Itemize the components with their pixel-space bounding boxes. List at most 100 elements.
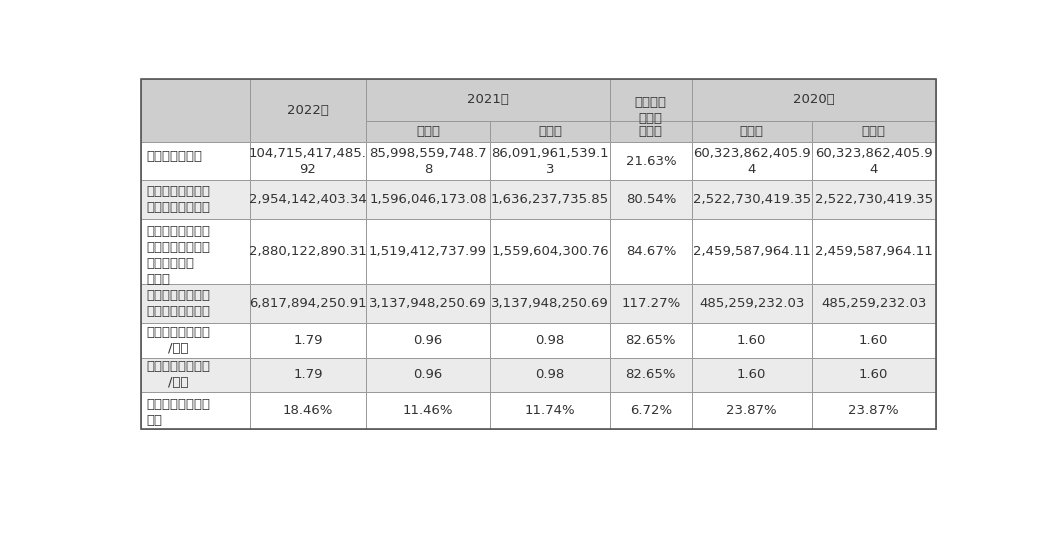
- Bar: [692, 219, 812, 284]
- Text: 调整前: 调整前: [416, 125, 440, 138]
- Text: 稀释每股收益（元
/股）: 稀释每股收益（元 /股）: [146, 360, 210, 389]
- Text: 2022年: 2022年: [287, 104, 328, 117]
- Bar: [142, 323, 250, 357]
- Bar: [366, 142, 490, 181]
- Text: 104,715,417,485.
92: 104,715,417,485. 92: [249, 147, 366, 176]
- Bar: [610, 284, 692, 323]
- Text: 0.96: 0.96: [414, 334, 442, 347]
- Text: 归属于上市公司股
东的扣除非经常性
损益的净利润
（元）: 归属于上市公司股 东的扣除非经常性 损益的净利润 （元）: [146, 225, 210, 286]
- Bar: [490, 392, 610, 429]
- Bar: [812, 121, 936, 142]
- Text: 加权平均净资产收
益率: 加权平均净资产收 益率: [146, 398, 210, 427]
- Bar: [610, 79, 692, 142]
- Text: 2,459,587,964.11: 2,459,587,964.11: [815, 245, 932, 258]
- Bar: [142, 79, 250, 142]
- Bar: [142, 357, 250, 392]
- Text: 60,323,862,405.9
4: 60,323,862,405.9 4: [815, 147, 932, 176]
- Text: 21.63%: 21.63%: [625, 155, 676, 168]
- Text: 1,636,237,735.85: 1,636,237,735.85: [491, 193, 609, 206]
- Bar: [490, 181, 610, 219]
- Bar: [490, 323, 610, 357]
- Bar: [812, 219, 936, 284]
- Bar: [490, 142, 610, 181]
- Text: 调整后: 调整后: [862, 125, 886, 138]
- Text: 6.72%: 6.72%: [629, 404, 672, 417]
- Text: 2,522,730,419.35: 2,522,730,419.35: [693, 193, 811, 206]
- Text: 1.60: 1.60: [859, 368, 888, 381]
- Text: 基本每股收益（元
/股）: 基本每股收益（元 /股）: [146, 326, 210, 355]
- Bar: [692, 357, 812, 392]
- Text: 11.46%: 11.46%: [402, 404, 453, 417]
- Text: 2020年: 2020年: [793, 94, 834, 106]
- Text: 1.60: 1.60: [859, 334, 888, 347]
- Text: 86,091,961,539.1
3: 86,091,961,539.1 3: [491, 147, 609, 176]
- Bar: [692, 392, 812, 429]
- Text: 0.98: 0.98: [535, 334, 565, 347]
- Bar: [610, 392, 692, 429]
- Bar: [692, 121, 812, 142]
- Bar: [366, 357, 490, 392]
- Text: 11.74%: 11.74%: [525, 404, 576, 417]
- Bar: [366, 323, 490, 357]
- Bar: [610, 181, 692, 219]
- Bar: [812, 323, 936, 357]
- Text: 485,259,232.03: 485,259,232.03: [699, 297, 805, 310]
- Text: 23.87%: 23.87%: [727, 404, 777, 417]
- Bar: [490, 121, 610, 142]
- Text: 1.60: 1.60: [737, 368, 767, 381]
- Text: 23.87%: 23.87%: [848, 404, 899, 417]
- Bar: [250, 323, 366, 357]
- Bar: [250, 142, 366, 181]
- Text: 2,954,142,403.34: 2,954,142,403.34: [249, 193, 366, 206]
- Text: 2,880,122,890.31: 2,880,122,890.31: [249, 245, 366, 258]
- Text: 18.46%: 18.46%: [283, 404, 333, 417]
- Bar: [142, 79, 936, 429]
- Text: 2,459,587,964.11: 2,459,587,964.11: [693, 245, 811, 258]
- Bar: [812, 357, 936, 392]
- Text: 84.67%: 84.67%: [625, 245, 676, 258]
- Text: 1.79: 1.79: [294, 334, 323, 347]
- Bar: [812, 142, 936, 181]
- Bar: [366, 284, 490, 323]
- Text: 2,522,730,419.35: 2,522,730,419.35: [814, 193, 932, 206]
- Bar: [610, 357, 692, 392]
- Text: 归属于上市公司股
东的净利润（元）: 归属于上市公司股 东的净利润（元）: [146, 185, 210, 214]
- Bar: [812, 284, 936, 323]
- Text: 1.79: 1.79: [294, 368, 323, 381]
- Text: 6,817,894,250.91: 6,817,894,250.91: [249, 297, 366, 310]
- Bar: [366, 121, 490, 142]
- Bar: [250, 392, 366, 429]
- Text: 60,323,862,405.9
4: 60,323,862,405.9 4: [693, 147, 810, 176]
- Bar: [692, 323, 812, 357]
- Text: 2021年: 2021年: [467, 94, 509, 106]
- Text: 调整前: 调整前: [739, 125, 763, 138]
- Text: 营业收入（元）: 营业收入（元）: [146, 150, 202, 163]
- Bar: [250, 181, 366, 219]
- Text: 80.54%: 80.54%: [625, 193, 676, 206]
- Text: 调整后: 调整后: [639, 125, 663, 138]
- Bar: [490, 219, 610, 284]
- Text: 3,137,948,250.69: 3,137,948,250.69: [370, 297, 487, 310]
- Bar: [692, 181, 812, 219]
- Bar: [142, 219, 250, 284]
- Text: 82.65%: 82.65%: [625, 334, 676, 347]
- Bar: [142, 142, 250, 181]
- Text: 0.98: 0.98: [535, 368, 565, 381]
- Text: 117.27%: 117.27%: [621, 297, 680, 310]
- Bar: [610, 323, 692, 357]
- Bar: [142, 284, 250, 323]
- Bar: [366, 181, 490, 219]
- Bar: [692, 142, 812, 181]
- Text: 0.96: 0.96: [414, 368, 442, 381]
- Text: 85,998,559,748.7
8: 85,998,559,748.7 8: [370, 147, 487, 176]
- Bar: [610, 142, 692, 181]
- Bar: [366, 79, 610, 121]
- Text: 3,137,948,250.69: 3,137,948,250.69: [491, 297, 609, 310]
- Text: 485,259,232.03: 485,259,232.03: [821, 297, 926, 310]
- Bar: [490, 284, 610, 323]
- Bar: [490, 357, 610, 392]
- Bar: [610, 219, 692, 284]
- Text: 1,519,412,737.99: 1,519,412,737.99: [369, 245, 487, 258]
- Text: 本年比上
年增减: 本年比上 年增减: [635, 96, 666, 125]
- Bar: [610, 121, 692, 142]
